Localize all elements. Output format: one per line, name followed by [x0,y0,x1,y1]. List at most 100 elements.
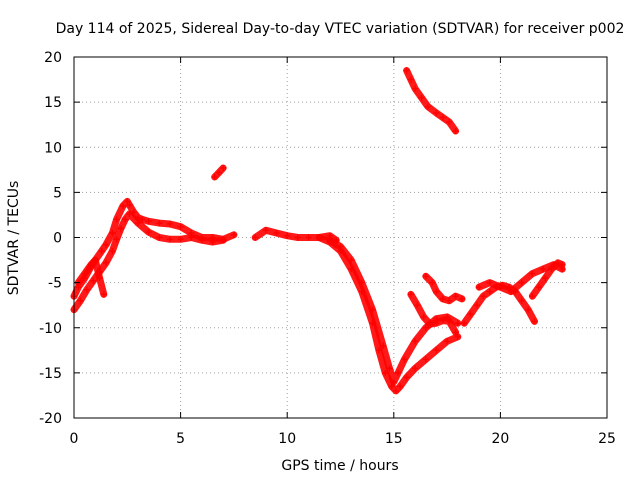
data-point [401,356,408,363]
data-point [109,248,116,255]
data-point [262,227,269,234]
data-point [446,118,453,125]
data-point [188,234,195,241]
data-point [412,338,419,345]
data-point [390,378,397,385]
data-point [403,67,410,74]
data-point [467,311,474,318]
series-arc3 [74,256,108,298]
series-trace [460,281,538,327]
data-point [535,284,542,291]
series-arc7 [326,236,462,386]
data-point [433,347,440,354]
data-point [220,165,227,172]
data-point [486,279,493,286]
x-tick-label: 10 [278,431,296,447]
data-point [392,387,399,394]
data-point [211,174,218,181]
data-point [177,236,184,243]
data-point [461,320,468,327]
chart-title: Day 114 of 2025, Sidereal Day-to-day VTE… [56,21,625,37]
data-point [439,295,446,302]
data-point [422,324,429,331]
data-point [439,317,446,324]
data-point [126,211,133,218]
data-point [96,275,103,282]
data-point [326,237,333,244]
y-tick-label: 20 [44,50,62,66]
data-point [81,270,88,277]
data-point [166,220,173,227]
data-point [420,313,427,320]
data-point [230,231,237,238]
data-point [122,216,129,223]
data-point [139,216,146,223]
data-point [454,320,461,327]
data-point [380,342,387,349]
x-tick-labels: 0 5 10 15 20 25 [70,431,616,447]
data-point [452,293,459,300]
x-tick-label: 25 [598,431,616,447]
data-point [273,229,280,236]
data-point [100,291,107,298]
data-point [113,216,120,223]
y-tick-label: 5 [53,185,62,201]
data-point [395,369,402,376]
y-tick-label: -10 [39,321,62,337]
data-point [548,266,555,273]
data-point [156,220,163,227]
data-point [518,279,525,286]
y-tick-label: -15 [39,366,62,382]
data-point [518,297,525,304]
data-point [102,241,109,248]
data-point [424,103,431,110]
data-point [134,220,141,227]
data-point [452,329,459,336]
data-point [124,198,131,205]
data-point [294,234,301,241]
data-point [412,85,419,92]
data-point [177,223,184,230]
data-point [120,202,127,209]
data-point [92,257,99,264]
data-point [433,109,440,116]
data-point [433,288,440,295]
y-axis-label: SDTVAR / TECUs [6,181,22,296]
data-point [77,297,84,304]
data-point [220,237,227,244]
data-points [70,67,566,395]
data-point [446,318,453,325]
data-point [98,248,105,255]
series-arc9 [407,290,460,336]
data-point [126,202,133,209]
data-point [412,365,419,372]
data-point [145,229,152,236]
data-point [554,259,561,266]
data-point [531,318,538,325]
series-trace [74,256,108,298]
data-point [529,270,536,277]
data-point [559,261,566,268]
data-point [156,234,163,241]
series-arc13 [528,259,566,300]
y-tick-labels: -20 -15 -10 -5 0 5 10 15 20 [39,50,62,427]
data-point [284,232,291,239]
data-point [90,277,97,284]
data-point [403,374,410,381]
series-arc10 [422,272,466,305]
data-point [459,295,466,302]
data-point [145,218,152,225]
x-tick-label: 20 [491,431,509,447]
x-tick-label: 15 [385,431,403,447]
data-point [418,94,425,101]
ticks [73,56,608,419]
y-tick-label: -5 [48,276,62,292]
data-point [476,284,483,291]
data-point [198,237,205,244]
data-point [407,291,414,298]
series-arc8 [403,67,460,135]
data-point [429,279,436,286]
data-point [529,293,536,300]
data-point [525,306,532,313]
